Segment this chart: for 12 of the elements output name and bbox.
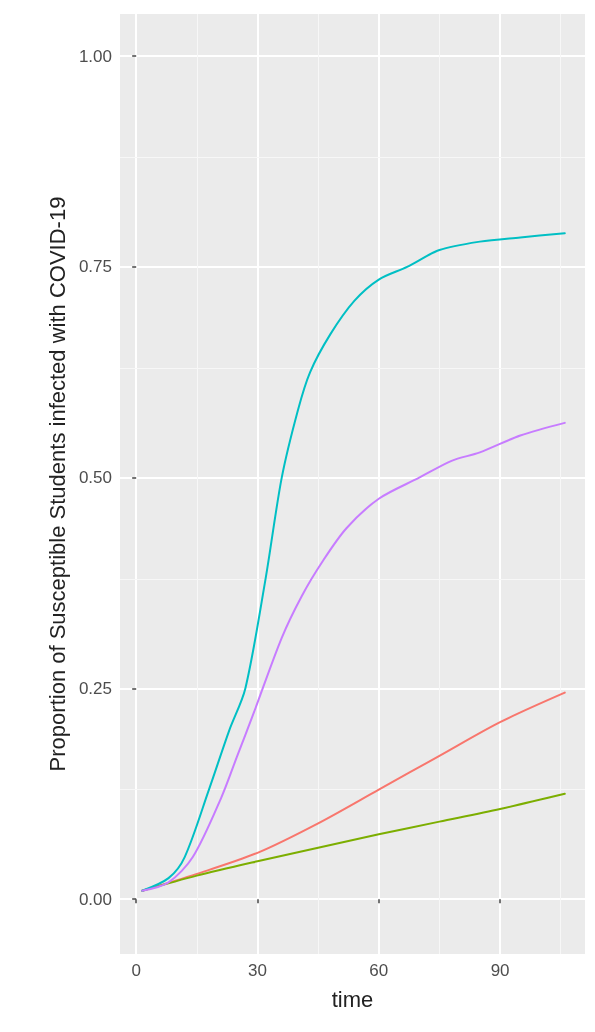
y-axis-title: Proportion of Susceptible Students infected with COVID-19 [44,196,70,772]
y-tick-label: 0.50 [78,468,112,488]
y-tick-label: 0.00 [78,889,112,909]
x-tick-label: 60 [369,961,389,980]
x-tick-label: 30 [248,961,267,980]
x-tick-label: 90 [490,961,510,980]
y-tick-label: 1.00 [78,46,112,66]
y-tick-label: 0.75 [78,257,112,277]
x-axis-title: time [331,986,374,1012]
y-tick-label: 0.25 [78,678,112,698]
x-tick-label: 0 [131,961,141,980]
line-series [141,421,566,892]
